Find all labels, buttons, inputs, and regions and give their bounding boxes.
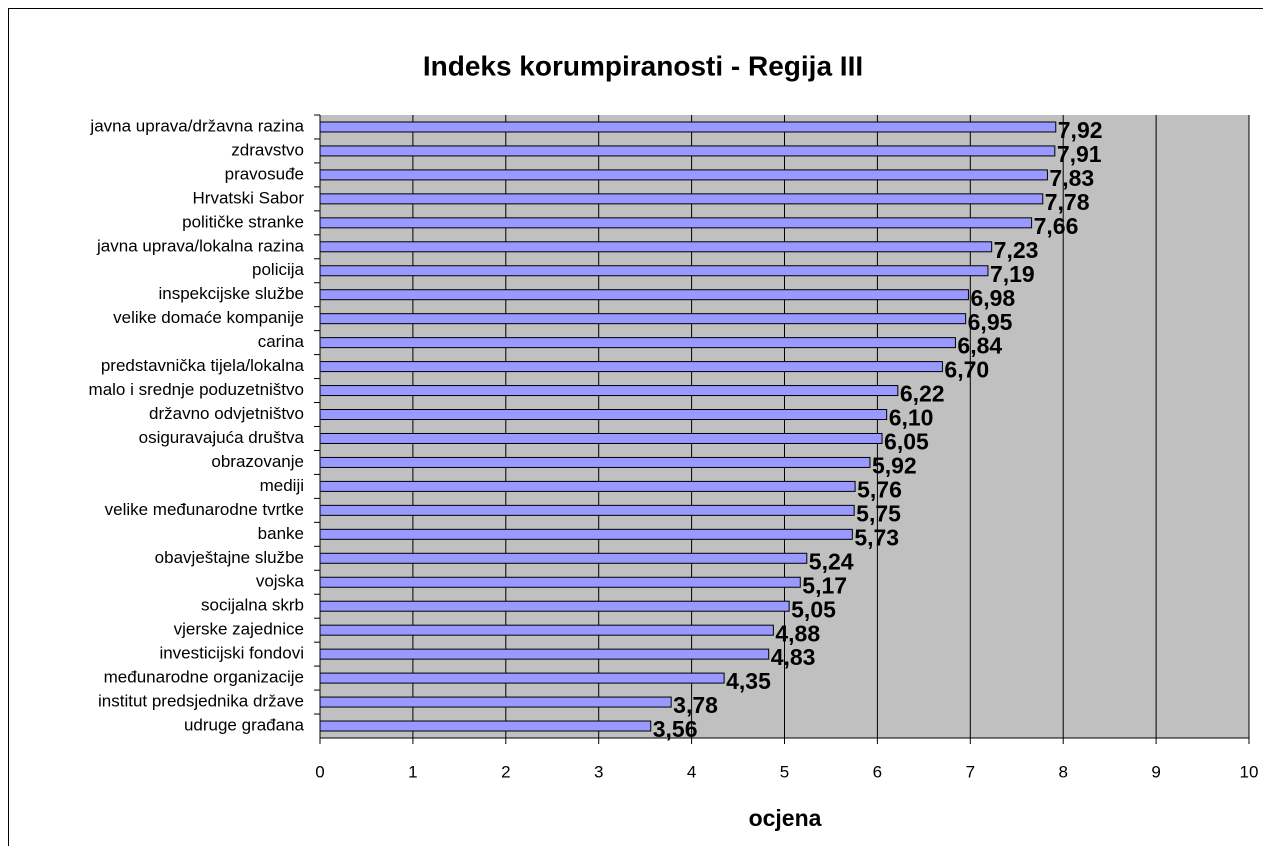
bar [319,409,888,421]
y-tick-label: velike međunarodne tvrtke [105,500,304,519]
bar [319,217,1033,229]
y-tick-label: političke stranke [182,212,304,231]
y-tick-label: institut predsjednika države [98,692,304,711]
y-tick-label: zdravstvo [231,140,304,159]
bar [319,337,956,349]
y-tick-label: vjerske zajednice [174,620,304,639]
x-tick-label: 4 [687,762,696,781]
value-label: 7,66 [1034,213,1079,239]
y-tick-label: malo i srednje poduzetništvo [89,380,304,399]
value-label: 3,78 [673,692,718,718]
y-tick-label: međunarodne organizacije [104,668,304,687]
bar [319,193,1044,205]
value-label: 5,92 [872,453,917,479]
value-label: 5,73 [854,524,899,550]
bar [319,265,989,277]
bar [319,361,943,373]
chart-frame [8,8,1263,846]
x-tick-label: 9 [1151,762,1160,781]
y-tick-label: policija [252,260,305,279]
value-label: 6,10 [889,405,934,431]
y-tick-label: Hrvatski Sabor [193,188,305,207]
y-tick-label: državno odvjetništvo [149,404,304,423]
bar [319,385,899,397]
value-label: 7,19 [990,261,1035,287]
bar [319,552,808,564]
value-label: 5,75 [856,500,901,526]
y-tick-label: obrazovanje [211,452,304,471]
value-label: 6,22 [900,381,945,407]
y-tick-label: javna uprava/državna razina [89,116,304,135]
bar [319,289,969,301]
x-tick-label: 6 [873,762,882,781]
x-tick-label: 1 [408,762,417,781]
y-tick-label: obavještajne službe [155,548,304,567]
x-tick-label: 10 [1240,762,1259,781]
value-label: 6,70 [944,357,989,383]
value-label: 6,84 [957,333,1002,359]
bar [319,720,652,732]
value-label: 7,92 [1058,117,1103,143]
chart-title: Indeks korumpiranosti - Regija III [423,50,863,81]
x-axis-label: ocjena [749,805,822,831]
bar [319,672,725,684]
y-tick-label: pravosuđe [225,164,304,183]
value-label: 4,88 [775,620,820,646]
x-tick-label: 0 [315,762,324,781]
value-label: 7,78 [1045,189,1090,215]
bar [319,145,1056,157]
x-tick-label: 2 [501,762,510,781]
value-label: 5,76 [857,476,902,502]
y-tick-label: predstavnička tijela/lokalna [101,356,305,375]
value-label: 3,56 [653,716,698,742]
value-label: 5,24 [809,548,854,574]
bar [319,576,801,588]
bar [319,121,1057,133]
value-label: 4,83 [771,644,816,670]
bar [319,241,993,253]
y-tick-label: vojska [256,572,305,591]
y-tick-label: inspekcijske službe [158,284,304,303]
value-label: 4,35 [726,668,771,694]
x-tick-label: 3 [594,762,603,781]
value-label: 7,23 [994,237,1039,263]
bar [319,696,672,708]
y-tick-label: javna uprava/lokalna razina [96,236,305,255]
value-label: 6,98 [970,285,1015,311]
x-tick-label: 7 [966,762,975,781]
bar [319,432,883,444]
y-tick-label: socijalna skrb [201,596,304,615]
y-tick-label: mediji [260,476,304,495]
bar [319,504,855,516]
value-label: 7,91 [1057,141,1102,167]
y-tick-label: osiguravajuća društva [139,428,305,447]
bar [319,624,774,636]
value-label: 6,95 [968,309,1013,335]
y-tick-label: udruge građana [184,716,305,735]
y-tick-label: banke [258,524,304,543]
bar [319,600,790,612]
value-label: 5,17 [802,572,847,598]
y-tick-label: investicijski fondovi [159,644,304,663]
y-tick-label: carina [258,332,305,351]
value-label: 5,05 [791,596,836,622]
y-tick-label: velike domaće kompanije [113,308,304,327]
x-tick-label: 8 [1058,762,1067,781]
value-label: 6,05 [884,429,929,455]
value-label: 7,83 [1049,165,1094,191]
bar [319,313,967,325]
bar [319,456,871,468]
bar [319,169,1048,181]
bar [319,528,853,540]
bar [319,480,856,492]
bar [319,648,770,660]
x-tick-label: 5 [780,762,789,781]
